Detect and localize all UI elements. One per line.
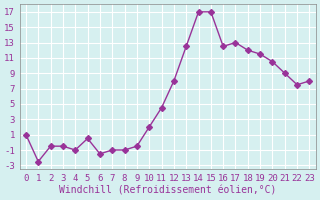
X-axis label: Windchill (Refroidissement éolien,°C): Windchill (Refroidissement éolien,°C): [59, 186, 276, 196]
